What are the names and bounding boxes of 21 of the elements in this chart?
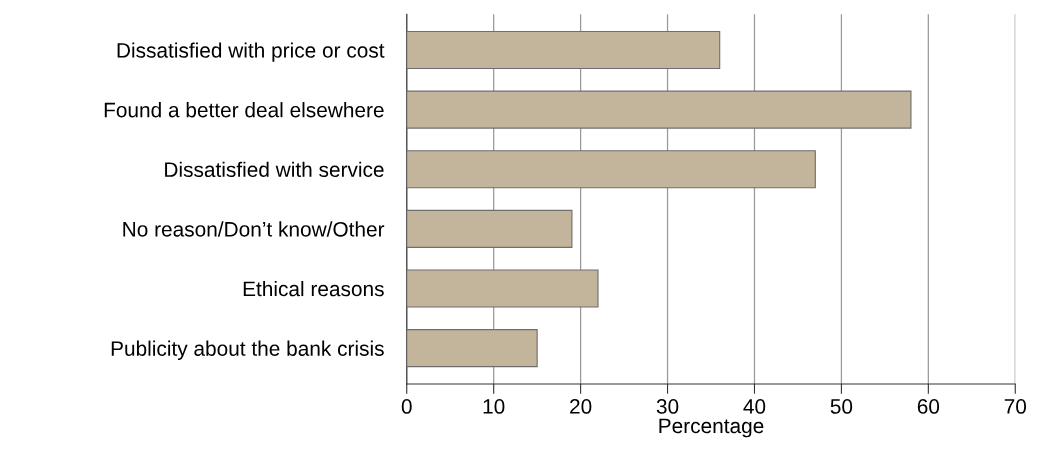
bar (406, 150, 816, 189)
x-tick-label: 0 (401, 399, 412, 414)
x-tick-label: 50 (830, 399, 853, 414)
bar (406, 329, 538, 368)
y-tick-label: Dissatisfied with service (165, 161, 384, 178)
x-tick-label: 20 (570, 399, 592, 414)
x-tick-label: 60 (917, 399, 940, 414)
y-tick-label: Ethical reasons (243, 280, 384, 297)
y-tick-label: Publicity about the bank crisis (111, 340, 384, 361)
y-tick-label: Dissatisfied with price or cost (117, 42, 385, 62)
bar (406, 269, 599, 308)
bar (406, 30, 721, 70)
y-tick-label: No reason/Don’t know/Other (123, 221, 385, 237)
x-tick-label: 70 (1004, 399, 1027, 414)
x-tick-label: 40 (743, 399, 766, 414)
bar (406, 209, 573, 248)
y-tick-label: Found a better deal elsewhere (104, 102, 384, 118)
x-axis-title: Percentage (659, 418, 764, 438)
bar (406, 90, 912, 129)
x-tick-label: 30 (656, 399, 679, 414)
x-tick-label: 10 (483, 399, 505, 414)
